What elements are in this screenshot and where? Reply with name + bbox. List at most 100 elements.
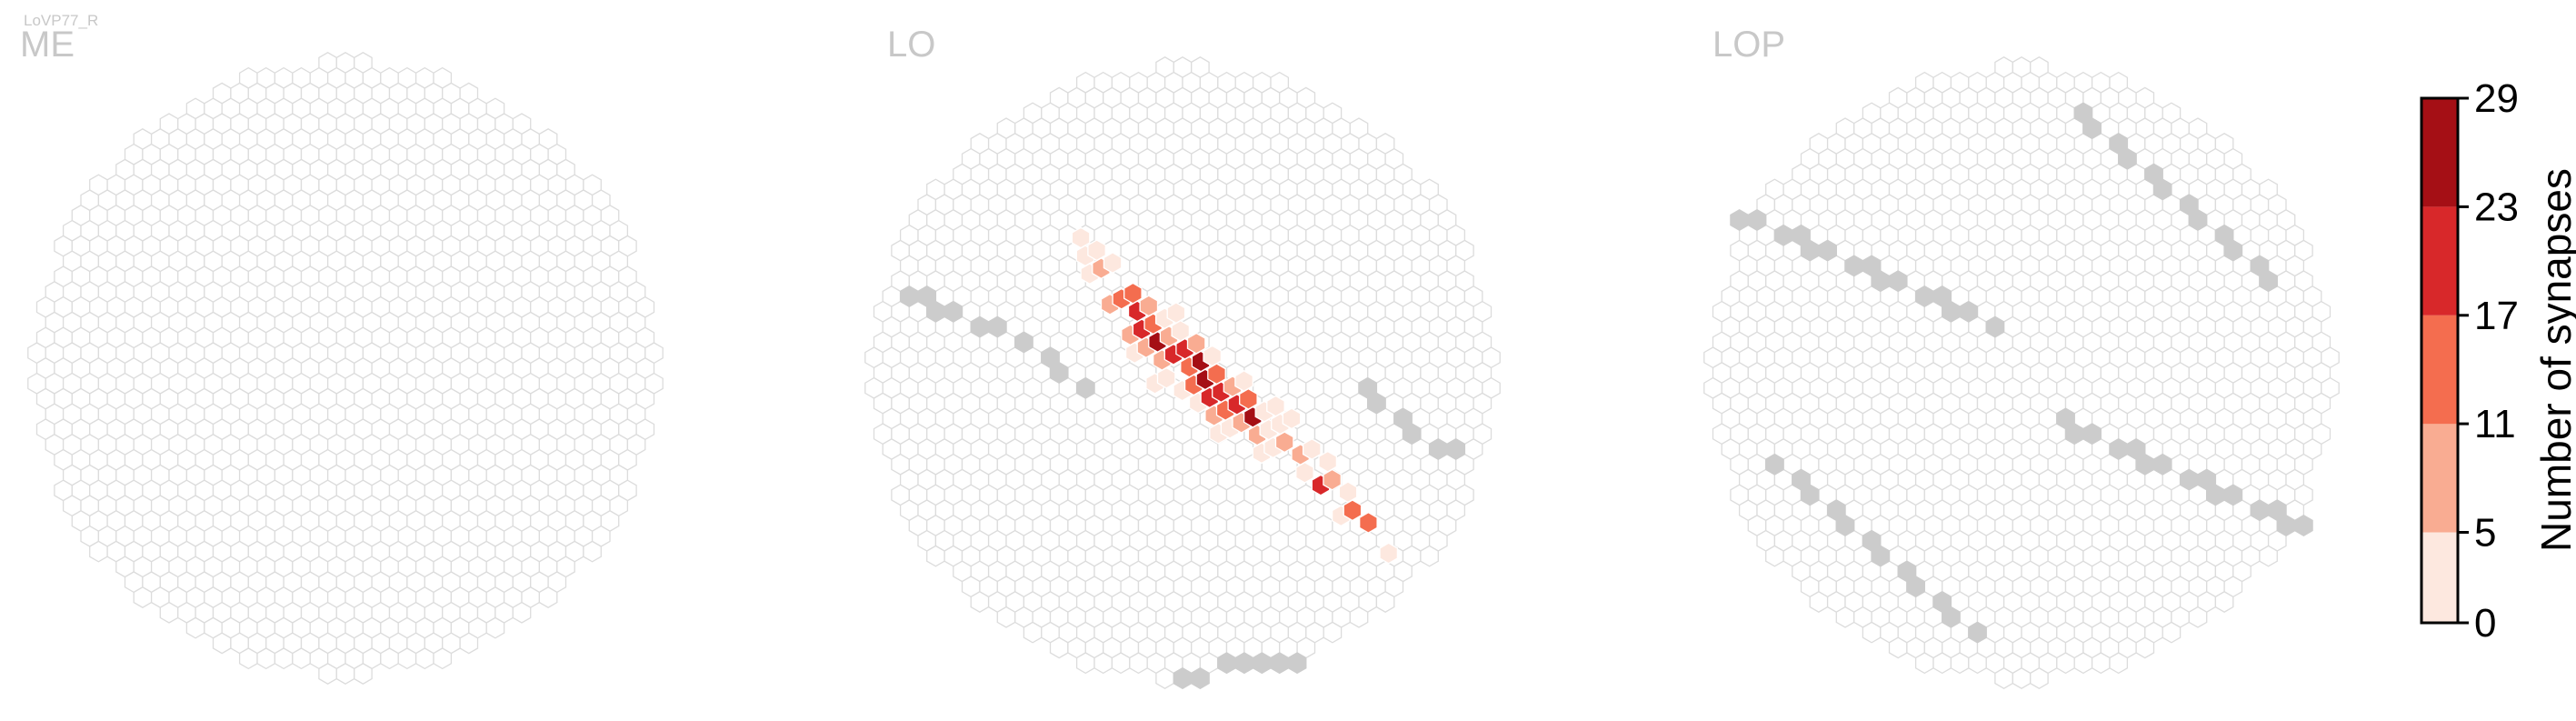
hex-cell (2259, 545, 2278, 567)
hex-cell (1765, 545, 1784, 567)
hex-cell-value (1156, 366, 1176, 389)
colorbar-blocks (2421, 98, 2458, 623)
hex-cell (996, 606, 1016, 628)
colorbar: 0 5 11 17 23 29 Number of synapses (2420, 76, 2576, 646)
hex-cell-boundary (2267, 499, 2287, 522)
hex-cell (238, 647, 258, 670)
colorbar-ticks: 0 5 11 17 23 29 (2458, 76, 2519, 646)
hex-cell-boundary (2126, 438, 2146, 460)
hex-cell-boundary (1765, 453, 1784, 476)
hex-cell-boundary (1942, 300, 1961, 323)
hex-cell-boundary (1906, 576, 1925, 598)
hex-cell-boundary (1446, 438, 1466, 460)
hex-cell-boundary (1800, 484, 1820, 506)
colorbar-tick-label: 11 (2474, 402, 2516, 446)
hex-cell (1932, 652, 1952, 675)
hex-cell-boundary (1252, 652, 1272, 675)
colorbar-block (2421, 315, 2458, 425)
hex-cell (89, 540, 108, 563)
hex-cell-boundary (1959, 300, 1979, 323)
hex-cell (2073, 652, 2093, 675)
colorbar-label: Number of synapses (2532, 168, 2576, 552)
hex-cell-boundary (2197, 468, 2217, 491)
hex-cell (397, 647, 417, 670)
panel-lop: LOP (1703, 25, 2340, 689)
hex-cell (133, 586, 153, 608)
hex-cell (2030, 667, 2049, 689)
hex-cell (414, 647, 434, 670)
hex-cell (1111, 652, 1131, 675)
hex-cell-boundary (2056, 407, 2075, 430)
hex-cell-value (1343, 499, 1363, 522)
hex-cell-boundary (1173, 667, 1193, 689)
hexgrid-lop (1703, 56, 2340, 689)
hex-cell-value (1359, 511, 1378, 534)
hex-cell-value (1274, 431, 1294, 454)
hex-cell-value (1234, 370, 1253, 392)
hex-cell-value (1239, 387, 1258, 410)
hex-cell-boundary (1818, 239, 1837, 262)
hex-cell (354, 663, 373, 685)
hex-cell (433, 647, 453, 670)
hex-cell-boundary (1835, 515, 1855, 536)
hex-cell (2135, 636, 2155, 659)
hex-cell-boundary (1014, 331, 1033, 354)
hex-cell-boundary (2082, 423, 2102, 446)
hex-cell (1155, 667, 1174, 689)
hex-cell-boundary (1393, 407, 1413, 430)
hex-cell-boundary (1191, 667, 1210, 689)
hex-cell (1809, 591, 1829, 613)
hex-cell (335, 663, 355, 685)
hex-cell-boundary (2223, 484, 2243, 506)
colorbar-block (2421, 532, 2458, 623)
hex-cell (1093, 652, 1113, 675)
hex-cell-boundary (1985, 315, 2005, 338)
hex-cell (2188, 606, 2208, 628)
hex-cell (2091, 652, 2111, 675)
hex-cell (970, 591, 990, 613)
hex-cell (1835, 606, 1855, 628)
hex-cell-boundary (1800, 239, 1820, 262)
hex-cell-value (1379, 542, 1399, 565)
hex-cell-value (1295, 461, 1314, 484)
hex-cell (1420, 545, 1439, 567)
hex-cell-boundary (2109, 438, 2129, 460)
hex-cell (459, 632, 479, 655)
hex-cell (1129, 652, 1148, 675)
hex-cell (1968, 652, 1987, 675)
hex-cell-boundary (2294, 515, 2313, 536)
hex-cell-boundary (987, 315, 1007, 338)
hex-cell-boundary (2179, 468, 2199, 491)
hex-cell-value (1323, 468, 1342, 491)
hex-cell-boundary (899, 285, 919, 307)
hex-cell-value (1302, 438, 1322, 460)
hex-cell (159, 601, 179, 624)
hex-cell (2109, 652, 2129, 675)
hex-cell (1914, 652, 1934, 675)
hex-cell-boundary (1968, 621, 1987, 644)
hex-cell-boundary (1270, 652, 1290, 675)
hex-cell-boundary (1730, 209, 1749, 231)
hex-cell-boundary (970, 315, 990, 338)
hex-cell (318, 663, 337, 685)
hex-cell (256, 647, 276, 670)
hex-cell (1049, 636, 1069, 659)
colorbar-tick-label: 23 (2474, 185, 2519, 229)
hex-cell-boundary (926, 300, 945, 323)
panel-lo: LO (864, 25, 1501, 689)
hex-cell-boundary (1428, 438, 1448, 460)
hex-cell (538, 586, 558, 608)
hex-cell-boundary (1844, 255, 1864, 277)
hex-cell (1323, 621, 1343, 644)
hex-cell (2056, 652, 2075, 675)
hex-cell-value (1207, 363, 1226, 386)
hex-cell-value (1171, 319, 1191, 342)
hex-cell-value (1087, 239, 1106, 262)
hex-cell (212, 632, 232, 655)
hex-cell (1994, 667, 2013, 689)
hex-cell-value (1318, 450, 1338, 473)
hex-cell-value (1186, 332, 1206, 355)
panel-title-lop: LOP (1712, 25, 1785, 65)
hex-cell-boundary (1234, 652, 1254, 675)
